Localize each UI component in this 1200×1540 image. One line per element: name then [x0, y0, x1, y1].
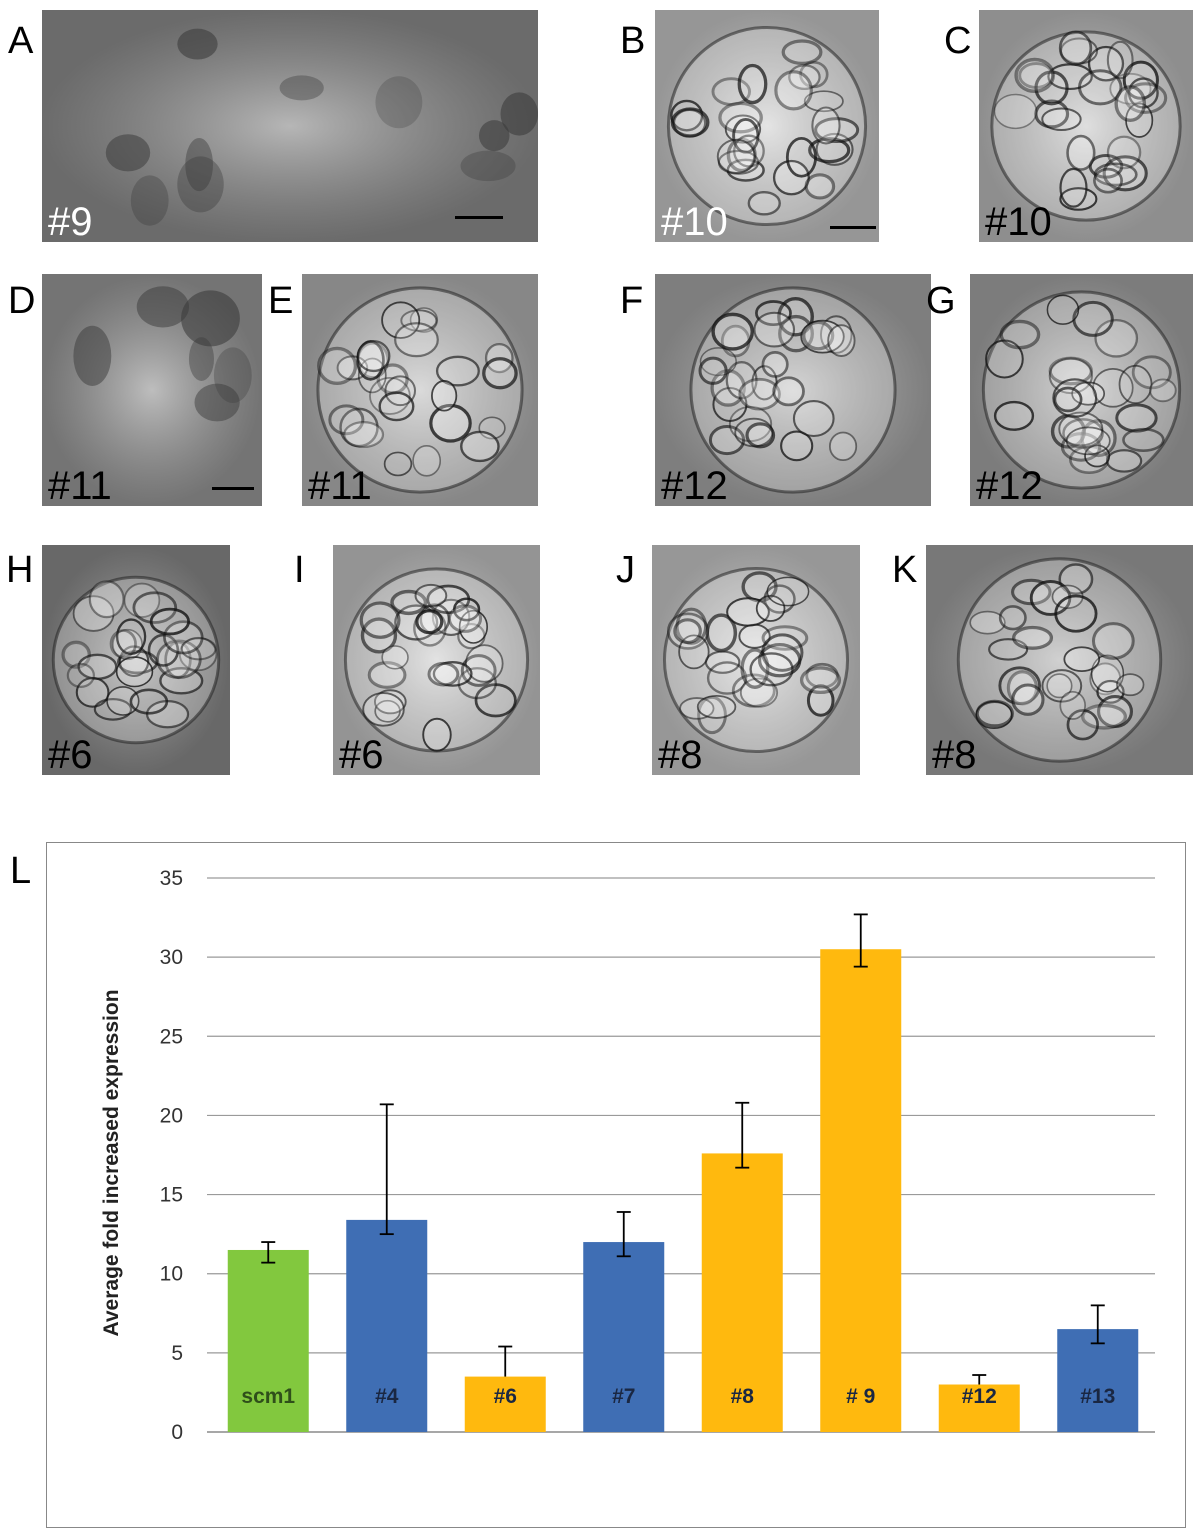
bar — [938, 1384, 1020, 1432]
micrograph-a: #9 — [42, 10, 538, 242]
micrograph-h: #6 — [42, 545, 230, 775]
scale-bar — [212, 487, 254, 490]
bar-category-label: # 9 — [846, 1385, 875, 1408]
bar — [227, 1249, 309, 1432]
panel-label-f: #12 — [661, 464, 728, 506]
panel-letter-e: E — [268, 280, 294, 322]
y-tick-label: 30 — [160, 946, 183, 969]
panel-label-b: #10 — [661, 200, 728, 242]
y-tick-label: 15 — [160, 1184, 183, 1207]
panel-letter-i: I — [294, 549, 305, 591]
y-tick-label: 10 — [160, 1263, 183, 1286]
panel-label-e: #11 — [308, 464, 372, 506]
bar-category-label: #8 — [731, 1385, 755, 1408]
y-tick-label: 20 — [160, 1104, 183, 1127]
scale-bar — [455, 216, 503, 219]
panel-letter-c: C — [944, 20, 972, 62]
micrograph-c: #10 — [979, 10, 1193, 242]
panel-letter-j: J — [616, 549, 635, 591]
micrograph-i: #6 — [333, 545, 540, 775]
micrograph-k: #8 — [926, 545, 1193, 775]
panel-letter-g: G — [926, 280, 956, 322]
micrograph-g: #12 — [970, 274, 1193, 506]
panel-label-j: #8 — [658, 733, 703, 775]
panel-label-h: #6 — [48, 733, 93, 775]
panel-letter-b: B — [620, 20, 646, 62]
micrograph-d: #11 — [42, 274, 262, 506]
panel-letter-f: F — [620, 280, 644, 322]
panel-letter-d: D — [8, 280, 36, 322]
y-tick-label: 25 — [160, 1025, 183, 1048]
chart-frame — [46, 842, 1186, 1528]
bar — [464, 1376, 546, 1432]
bar — [583, 1242, 665, 1432]
bar-category-label: #7 — [612, 1385, 635, 1408]
bar-category-label: #13 — [1080, 1385, 1115, 1408]
bar-category-label: scm1 — [241, 1385, 295, 1408]
bar — [701, 1153, 783, 1432]
bar-category-label: #6 — [494, 1385, 517, 1408]
panel-label-k: #8 — [932, 733, 977, 775]
bar — [1057, 1329, 1139, 1432]
panel-label-c: #10 — [985, 200, 1052, 242]
micrograph-j: #8 — [652, 545, 860, 775]
bar-category-label: #12 — [962, 1385, 997, 1408]
panel-letter-k: K — [892, 549, 918, 591]
bar-category-label: #4 — [375, 1385, 399, 1408]
y-tick-label: 5 — [171, 1342, 183, 1365]
bar — [820, 949, 902, 1432]
micrograph-b: #10 — [655, 10, 879, 242]
bar — [346, 1219, 428, 1432]
panel-label-d: #11 — [48, 464, 112, 506]
y-tick-label: 0 — [171, 1421, 183, 1444]
y-tick-label: 35 — [160, 867, 183, 890]
panel-label-a: #9 — [48, 200, 93, 242]
panel-label-i: #6 — [339, 733, 384, 775]
micrograph-f: #12 — [655, 274, 931, 506]
scale-bar — [830, 226, 876, 229]
y-axis-label: Average fold increased expression — [100, 989, 123, 1336]
panel-letter-l: L — [10, 850, 32, 892]
panel-label-g: #12 — [976, 464, 1043, 506]
panel-letter-a: A — [8, 20, 34, 62]
micrograph-e: #11 — [302, 274, 538, 506]
panel-letter-h: H — [6, 549, 34, 591]
